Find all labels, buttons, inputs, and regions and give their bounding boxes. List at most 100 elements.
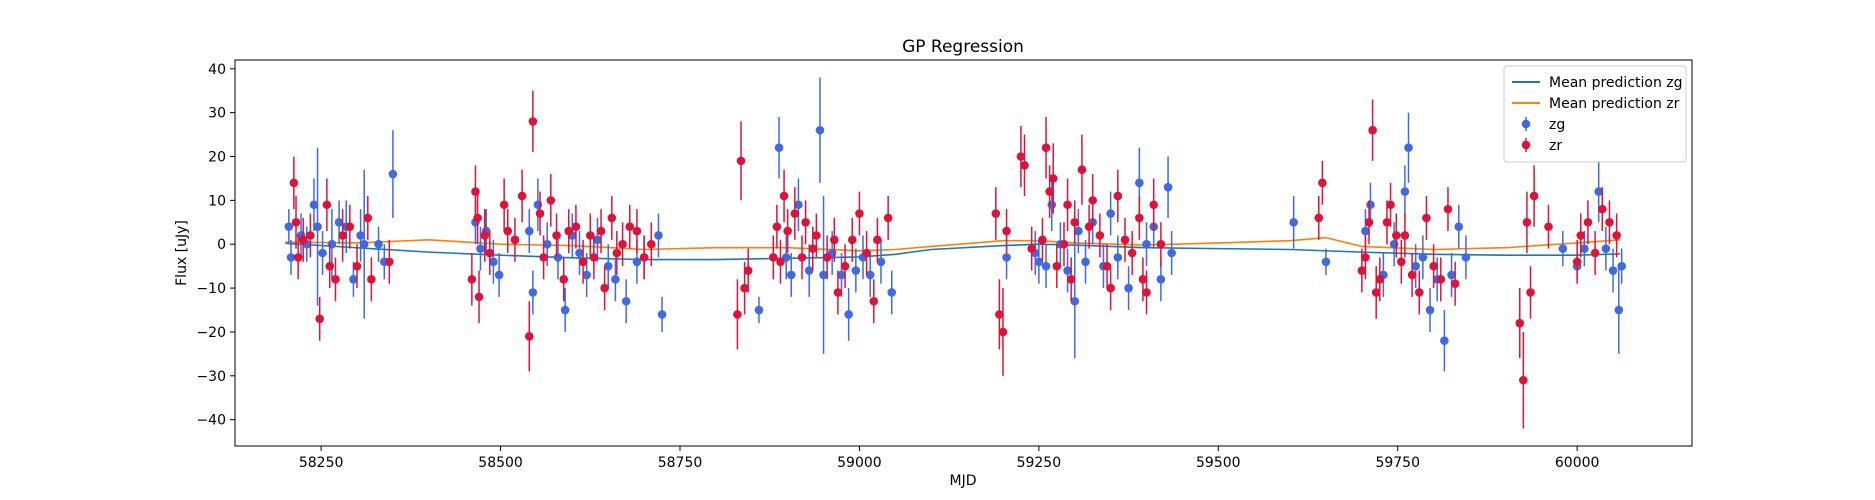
data-point xyxy=(865,270,875,280)
data-point xyxy=(837,270,846,280)
data-point xyxy=(289,178,299,188)
data-point xyxy=(313,222,322,231)
legend-entry-label: Mean prediction zg xyxy=(1549,75,1683,91)
data-point xyxy=(736,156,746,166)
data-point xyxy=(1391,231,1401,240)
data-point xyxy=(1526,288,1535,297)
data-point xyxy=(1070,217,1080,227)
y-tick-label: −40 xyxy=(196,413,226,429)
data-point xyxy=(528,288,538,297)
data-point xyxy=(564,226,574,236)
data-point xyxy=(374,239,383,249)
y-tick-label: 30 xyxy=(208,106,226,122)
data-point xyxy=(1364,217,1374,227)
data-point xyxy=(1400,187,1410,196)
data-point xyxy=(998,327,1008,337)
data-point xyxy=(1407,270,1417,280)
data-point xyxy=(1447,270,1456,280)
data-point xyxy=(1389,239,1399,249)
data-point xyxy=(1429,261,1438,271)
data-point xyxy=(524,226,534,236)
y-axis-label: Flux [uJy] xyxy=(174,220,190,286)
data-point xyxy=(331,275,340,284)
data-point xyxy=(524,332,534,341)
data-point xyxy=(1142,288,1151,297)
data-point xyxy=(822,253,832,262)
data-point xyxy=(632,257,642,267)
y-tick-label: −20 xyxy=(196,325,226,341)
data-point xyxy=(1522,217,1532,227)
data-point xyxy=(309,200,319,210)
data-point xyxy=(646,239,656,249)
data-point xyxy=(801,217,810,227)
data-point xyxy=(338,231,347,240)
data-point xyxy=(774,143,784,153)
x-tick-label: 58500 xyxy=(478,455,523,471)
data-point xyxy=(1450,279,1460,289)
data-point xyxy=(1120,235,1130,245)
data-point xyxy=(1095,231,1105,240)
data-point xyxy=(535,209,545,218)
data-point xyxy=(883,213,893,223)
data-point xyxy=(1016,152,1026,161)
data-point xyxy=(1397,257,1406,267)
data-point xyxy=(1156,275,1166,284)
x-tick-label: 59750 xyxy=(1375,455,1420,471)
data-point xyxy=(1366,200,1375,210)
data-point xyxy=(1088,196,1097,205)
data-point xyxy=(1368,125,1377,135)
data-point xyxy=(794,200,803,210)
data-point xyxy=(1124,283,1133,293)
data-point xyxy=(1045,187,1054,196)
data-point xyxy=(589,253,599,262)
data-point xyxy=(1404,143,1413,153)
data-point xyxy=(533,200,543,210)
data-point xyxy=(790,209,800,218)
data-point xyxy=(1580,244,1589,253)
y-tick-label: −30 xyxy=(196,369,226,385)
data-point xyxy=(804,266,814,275)
data-point xyxy=(1418,253,1428,262)
x-tick-label: 59250 xyxy=(1017,455,1062,471)
data-point xyxy=(1156,239,1166,249)
data-point xyxy=(797,253,807,262)
data-point xyxy=(1371,288,1381,297)
x-tick-label: 58750 xyxy=(658,455,703,471)
data-point xyxy=(578,257,588,267)
data-point xyxy=(322,200,332,210)
data-point xyxy=(639,253,649,262)
y-tick-label: 40 xyxy=(208,62,226,78)
data-point xyxy=(575,248,584,258)
data-point xyxy=(1608,266,1618,275)
x-tick-label: 59000 xyxy=(837,455,882,471)
data-point xyxy=(334,217,344,227)
data-point xyxy=(862,248,871,258)
data-point xyxy=(542,239,552,249)
series-mean-prediction-zg xyxy=(285,242,1621,261)
data-point xyxy=(327,239,337,249)
data-point xyxy=(582,270,591,280)
data-point xyxy=(621,296,631,306)
data-point xyxy=(585,231,595,240)
data-point xyxy=(1052,261,1062,271)
data-point xyxy=(315,314,324,324)
data-point xyxy=(844,310,853,319)
data-point xyxy=(1597,204,1607,214)
data-point xyxy=(480,231,490,240)
data-point xyxy=(552,231,561,240)
data-point xyxy=(769,253,778,262)
legend-entry-label: zr xyxy=(1549,138,1562,154)
data-point xyxy=(1113,191,1123,201)
data-point xyxy=(559,275,569,284)
legend-marker-swatch xyxy=(1521,119,1531,129)
data-point xyxy=(1002,226,1011,236)
data-point xyxy=(318,248,327,258)
series-layer xyxy=(284,77,1626,429)
y-tick-label: 10 xyxy=(208,193,226,209)
y-tick-label: 0 xyxy=(217,237,226,253)
data-point xyxy=(632,226,642,236)
data-point xyxy=(1084,222,1094,231)
data-point xyxy=(476,244,485,253)
data-point xyxy=(1583,217,1593,227)
data-point xyxy=(367,275,376,284)
